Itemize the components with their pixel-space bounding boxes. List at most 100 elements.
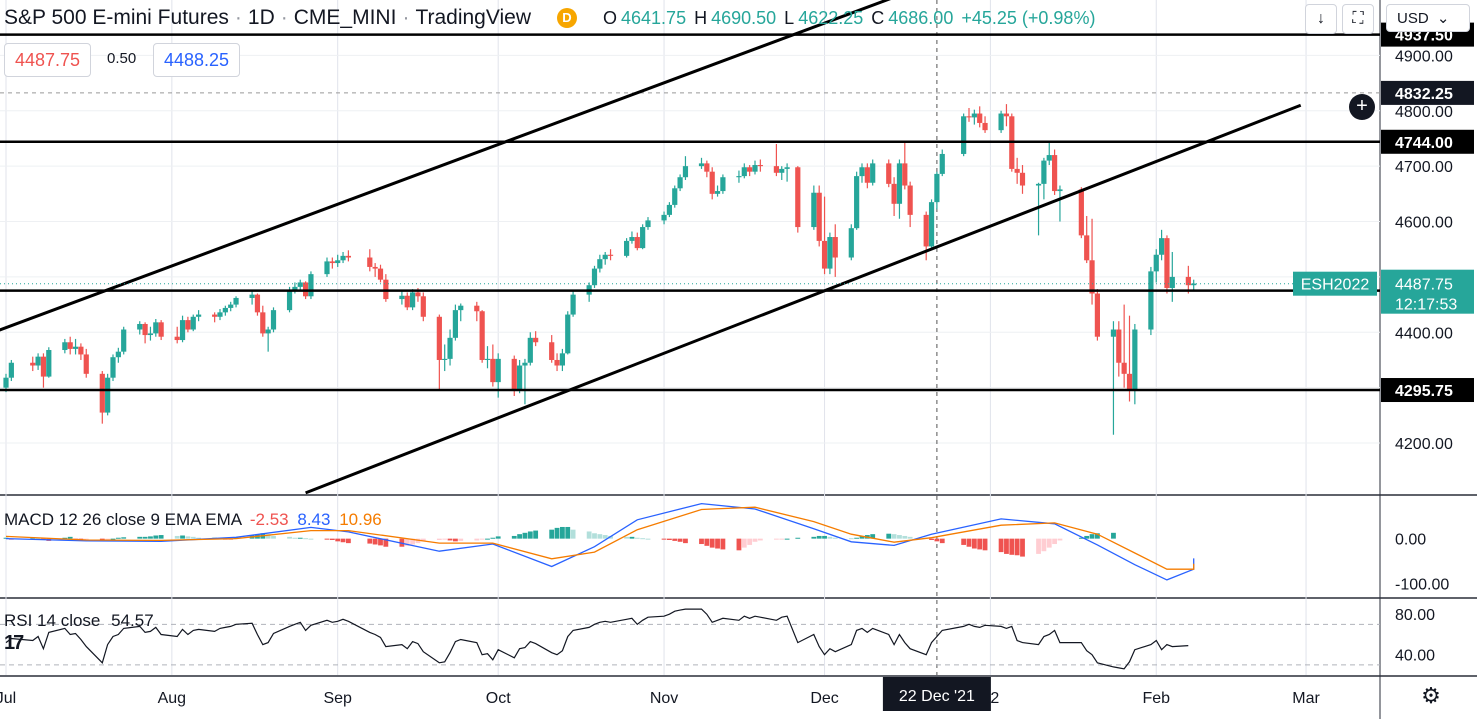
delayed-data-badge[interactable]: D bbox=[557, 8, 577, 28]
macd-histogram-bar bbox=[1004, 538, 1009, 554]
macd-histogram-bar bbox=[795, 537, 801, 539]
tradingview-logo[interactable]: 17 bbox=[4, 632, 24, 654]
macd-histogram-bar bbox=[602, 535, 608, 539]
candle-body bbox=[672, 188, 678, 205]
macd-histogram-bar bbox=[961, 538, 967, 545]
candle-body bbox=[233, 297, 239, 305]
macd-histogram-bar bbox=[971, 538, 977, 549]
candle-body bbox=[736, 176, 742, 178]
rsi-legend[interactable]: RSI 14 close 54.57 bbox=[4, 611, 154, 631]
candle-body bbox=[597, 259, 603, 269]
candle-body bbox=[709, 171, 715, 194]
macd-histogram-bar bbox=[774, 538, 779, 540]
macd-histogram-bar bbox=[634, 537, 640, 539]
candle-body bbox=[1078, 189, 1084, 236]
y-tick-label: 4900.00 bbox=[1395, 48, 1453, 65]
macd-histogram-bar bbox=[158, 535, 164, 539]
candle-body bbox=[442, 358, 448, 360]
macd-histogram-bar bbox=[565, 526, 571, 539]
macd-histogram-bar bbox=[597, 534, 603, 539]
y-tick-label: 4700.00 bbox=[1395, 159, 1453, 176]
macd-histogram-bar bbox=[190, 536, 196, 539]
header-separator: · bbox=[234, 6, 242, 29]
candle-body bbox=[115, 351, 121, 358]
candle-body bbox=[602, 254, 608, 260]
macd-histogram-bar bbox=[854, 537, 860, 539]
gear-icon[interactable]: ⚙ bbox=[1421, 683, 1441, 708]
candle-body bbox=[484, 358, 491, 360]
candle-body bbox=[827, 237, 833, 269]
macd-histogram-bar bbox=[1020, 538, 1025, 557]
macd-histogram-bar bbox=[640, 538, 646, 540]
macd-histogram-bar bbox=[527, 531, 533, 539]
candle-body bbox=[83, 354, 89, 374]
macd-histogram-bar bbox=[736, 538, 742, 551]
candle-body bbox=[720, 177, 726, 192]
macd-legend[interactable]: MACD 12 26 close 9 EMA EMA -2.53 8.43 10… bbox=[4, 510, 382, 530]
platform-label: TradingView bbox=[415, 6, 531, 29]
candle-body bbox=[228, 304, 234, 308]
candle-body bbox=[153, 322, 159, 334]
candle-body bbox=[923, 214, 929, 247]
candle-body bbox=[458, 305, 464, 311]
add-alert-icon[interactable]: + bbox=[1349, 94, 1375, 120]
candle-body bbox=[811, 192, 817, 228]
crosshair-date-box bbox=[882, 677, 991, 711]
buy-price-button[interactable]: 4488.25 bbox=[153, 43, 241, 77]
macd-histogram-value: -2.53 bbox=[249, 510, 289, 529]
ohlc-value: +45.25 (+0.98%) bbox=[961, 7, 1096, 28]
macd-histogram-bar bbox=[586, 531, 592, 539]
candle-body bbox=[62, 342, 68, 351]
macd-histogram-bar bbox=[153, 535, 159, 539]
macd-histogram-bar bbox=[1009, 538, 1015, 555]
currency-selector[interactable]: USD ⌄ bbox=[1386, 4, 1470, 32]
candle-body bbox=[8, 362, 14, 378]
candle-body bbox=[624, 240, 630, 256]
level-label-box bbox=[1381, 129, 1474, 154]
candle-body bbox=[645, 220, 651, 228]
down-arrow-icon[interactable]: ↓ bbox=[1305, 4, 1337, 34]
x-tick-label: Nov bbox=[650, 690, 678, 707]
sell-price-button[interactable]: 4487.75 bbox=[4, 43, 92, 77]
ohlc-key: H bbox=[694, 7, 708, 28]
rsi-title: RSI 14 close bbox=[4, 611, 101, 630]
candle-body bbox=[474, 305, 480, 312]
macd-histogram-bar bbox=[982, 538, 988, 551]
symbol-tag: ESH2022 bbox=[1301, 277, 1370, 294]
macd-histogram-bar bbox=[415, 538, 421, 544]
candle-body bbox=[565, 314, 571, 354]
symbol-title[interactable]: S&P 500 E-mini Futures bbox=[4, 6, 229, 29]
macd-histogram-bar bbox=[715, 538, 720, 549]
interval-label[interactable]: 1D bbox=[247, 6, 275, 29]
macd-title: MACD 12 26 close 9 EMA EMA bbox=[4, 510, 242, 529]
macd-histogram-bar bbox=[560, 526, 565, 539]
candle-body bbox=[928, 202, 935, 247]
macd-histogram-bar bbox=[939, 538, 945, 544]
candle-body bbox=[35, 356, 41, 366]
macd-histogram-bar bbox=[757, 538, 763, 541]
candle-body bbox=[714, 191, 721, 194]
candle-body bbox=[105, 377, 111, 413]
candle-body bbox=[549, 342, 555, 360]
fullscreen-icon[interactable]: ⛶ bbox=[1342, 4, 1374, 34]
macd-histogram-bar bbox=[677, 538, 683, 542]
candle-body bbox=[1003, 113, 1010, 117]
rsi-line bbox=[5, 608, 1189, 670]
candle-body bbox=[677, 177, 683, 189]
level-label: 4295.75 bbox=[1395, 383, 1453, 400]
candle-body bbox=[1052, 155, 1058, 192]
candle-body bbox=[1094, 293, 1100, 337]
candle-body bbox=[1089, 260, 1095, 294]
candle-body bbox=[934, 173, 940, 203]
candle-body bbox=[324, 261, 330, 275]
candle-body bbox=[254, 294, 261, 313]
candle-body bbox=[522, 362, 528, 366]
last-price-box bbox=[1381, 269, 1474, 314]
crosshair-price-label: 4832.25 bbox=[1395, 86, 1453, 103]
x-tick-label: Feb bbox=[1142, 690, 1170, 707]
macd-histogram-bar bbox=[886, 533, 892, 539]
candle-body bbox=[345, 255, 351, 258]
candle-body bbox=[329, 261, 335, 264]
candle-body bbox=[121, 329, 127, 352]
